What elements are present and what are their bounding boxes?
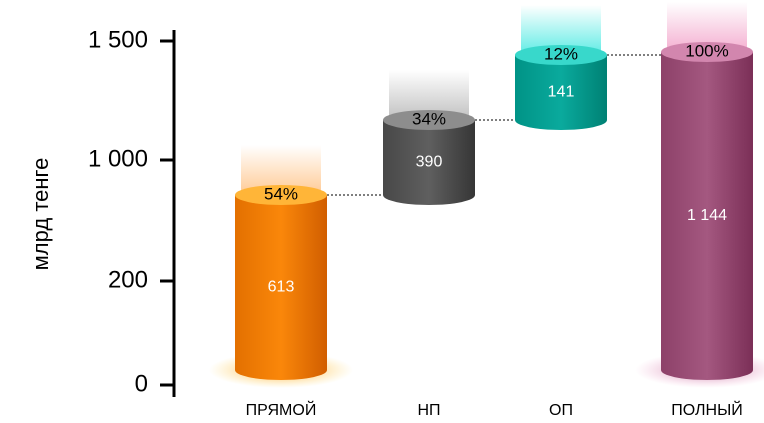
bar-body — [515, 55, 607, 130]
bar-top-cap — [515, 45, 607, 65]
percent-label: 100% — [685, 41, 728, 60]
x-category-label: ОП — [549, 402, 573, 419]
percent-label: 54% — [264, 184, 298, 203]
bar-group: 100% 1 144 — [635, 2, 764, 388]
connector-lines — [327, 54, 661, 196]
x-category-label: НП — [417, 402, 440, 419]
x-axis-labels: ПРЯМОЙ НП ОП ПОЛНЫЙ — [246, 400, 743, 419]
y-axis-ticks: 0 200 1 000 1 500 — [88, 26, 174, 397]
bar-top-cap — [235, 185, 327, 205]
bar-top-cap — [661, 42, 753, 62]
y-tick-label: 1 000 — [88, 145, 148, 172]
value-label: 141 — [548, 84, 575, 101]
bar-group: 12% 141 — [515, 5, 607, 130]
bars: 54% 613 34% 390 12% 141 100% 1 144 — [209, 2, 764, 388]
y-axis-label: млрд тенге — [28, 158, 53, 271]
bar-group: 34% 390 — [383, 70, 475, 205]
bar-body — [661, 52, 753, 380]
bar-group: 54% 613 — [209, 145, 353, 388]
percent-label: 34% — [412, 109, 446, 128]
bar-body — [235, 195, 327, 380]
value-label: 390 — [416, 154, 443, 171]
bar-top-cap — [383, 110, 475, 130]
value-label: 613 — [268, 279, 295, 296]
y-tick-label: 0 — [135, 370, 148, 397]
percent-label: 12% — [544, 44, 578, 63]
bar-body — [383, 120, 475, 205]
y-tick-label: 1 500 — [88, 26, 148, 53]
y-tick-label: 200 — [108, 266, 148, 293]
value-label: 1 144 — [687, 207, 727, 224]
x-category-label: ПРЯМОЙ — [246, 400, 317, 419]
x-category-label: ПОЛНЫЙ — [671, 400, 742, 419]
